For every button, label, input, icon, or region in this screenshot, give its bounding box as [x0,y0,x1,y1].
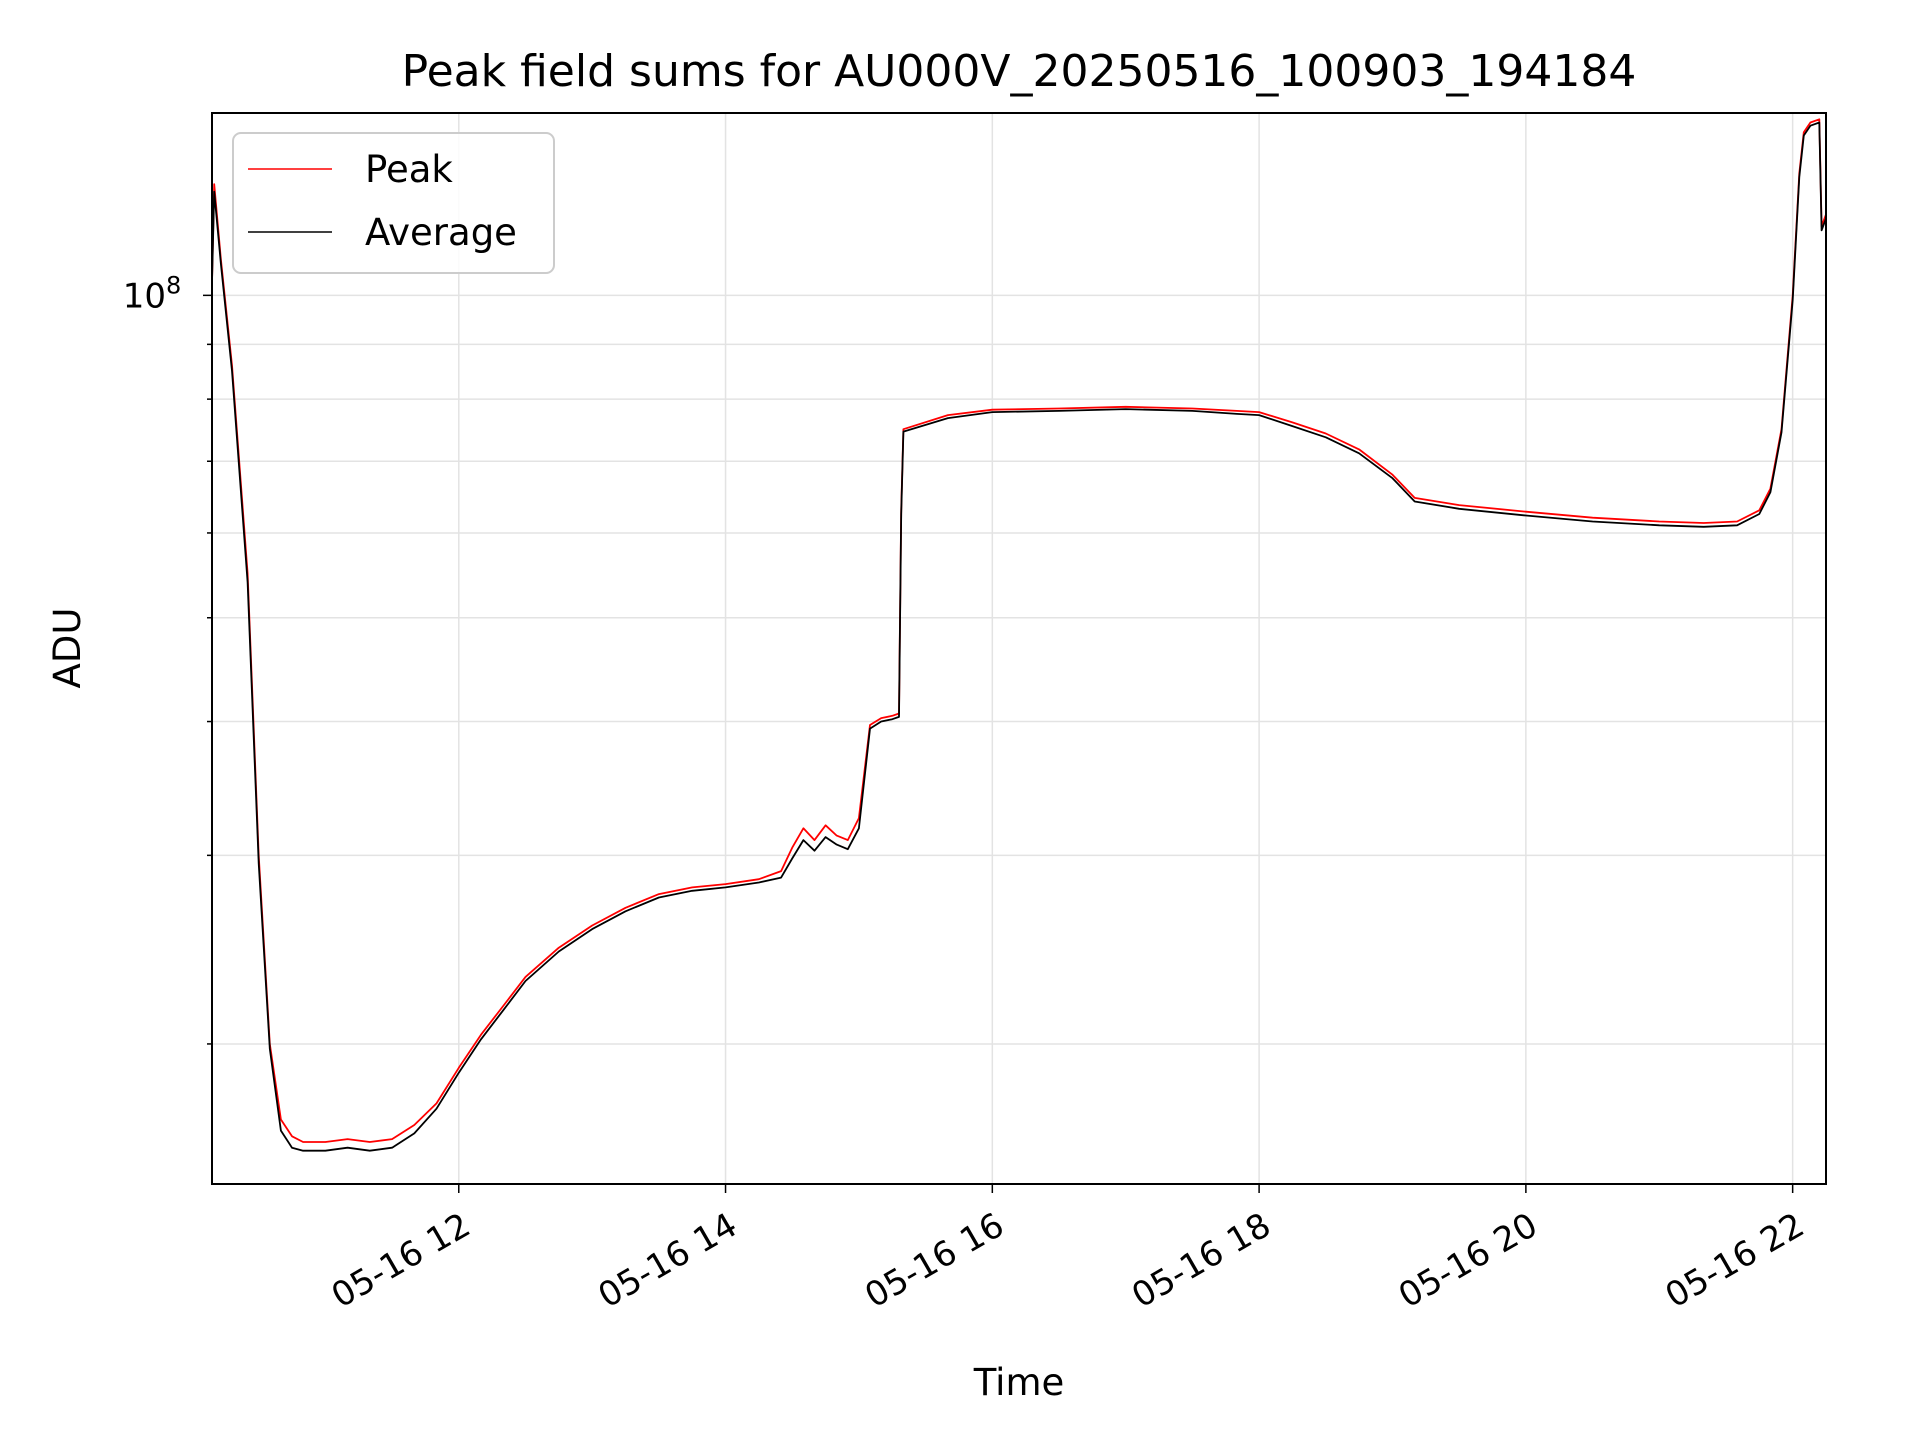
legend-box [232,132,555,274]
plot-frame [211,112,1827,1185]
series-line-peak [212,118,1826,1143]
legend: Peak Average [232,132,555,274]
y-axis-label: ADU [46,608,89,689]
chart-title: Peak field sums for AU000V_20250516_1009… [402,46,1637,97]
plot-lines [212,118,1826,1152]
grid [212,113,1826,1184]
series-line-average [212,121,1826,1152]
x-axis-label: Time [973,1361,1065,1404]
legend-label-peak: Peak [365,148,453,191]
legend-label-average: Average [365,211,517,254]
y-tick-label: 108 [123,271,182,316]
